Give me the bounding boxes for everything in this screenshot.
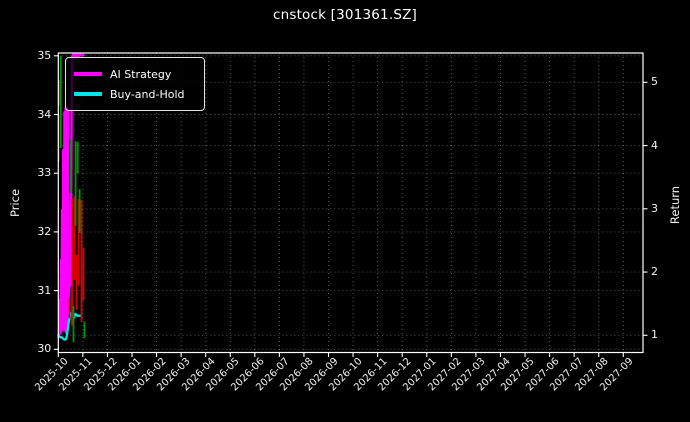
plot-border [57, 52, 644, 354]
chart-title: cnstock [301361.SZ] [272, 7, 418, 23]
return-tick-label: 5 [651, 75, 658, 89]
y-axis-label-return: Return [668, 185, 682, 225]
ai-strategy-line-swatch [74, 72, 102, 76]
y-axis-label-price: Price [8, 188, 22, 218]
price-tick-label: 31 [37, 283, 52, 297]
price-tick-label: 35 [37, 48, 52, 62]
return-tick-label: 3 [651, 201, 658, 215]
legend-item-buy-and-hold: Buy-and-Hold [74, 84, 196, 104]
return-tick-label: 4 [651, 138, 658, 152]
legend-label-buy-and-hold: Buy-and-Hold [110, 87, 185, 101]
legend: AI Strategy Buy-and-Hold [65, 57, 205, 111]
price-tick-label: 30 [37, 342, 52, 356]
price-tick-label: 34 [37, 107, 52, 121]
price-tick-label: 32 [37, 224, 52, 238]
legend-label-ai-strategy: AI Strategy [110, 67, 172, 81]
return-tick-label: 1 [651, 328, 658, 342]
buy-and-hold-line-swatch [74, 92, 102, 96]
legend-item-ai-strategy: AI Strategy [74, 64, 196, 84]
return-tick-label: 2 [651, 265, 658, 279]
price-tick-label: 33 [37, 166, 52, 180]
